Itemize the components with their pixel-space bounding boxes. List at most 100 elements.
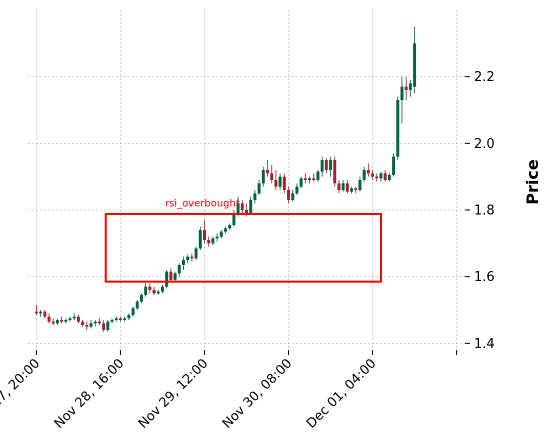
candle-body [144, 286, 148, 295]
candles [34, 26, 417, 332]
candle-body [173, 273, 177, 280]
candle-body [219, 231, 223, 237]
candle [358, 176, 362, 192]
candle-body [366, 170, 370, 174]
candle [257, 180, 261, 195]
candle [39, 310, 43, 317]
candle-body [190, 256, 194, 259]
candle-body [93, 321, 97, 324]
candle-body [102, 323, 106, 330]
candle-body [358, 180, 362, 190]
candle-body [392, 156, 396, 175]
candle-body [127, 315, 131, 319]
candle-body [308, 178, 311, 180]
candle-body [329, 160, 333, 170]
annotations: rsi_overbought [104, 199, 382, 283]
candle [308, 176, 311, 184]
x-tick-label: Nov 29, 12:00 [136, 356, 212, 432]
candle [156, 290, 160, 295]
candle-body [320, 160, 324, 172]
candle-body [400, 86, 404, 100]
candle-body [148, 286, 152, 290]
candle-body [60, 320, 64, 322]
candle-body [266, 170, 269, 174]
candle [362, 166, 366, 182]
candle-body [345, 183, 349, 192]
candle [127, 313, 131, 320]
candle [139, 293, 143, 304]
candle [203, 220, 206, 244]
candle [240, 200, 244, 214]
candle [93, 320, 97, 327]
candle-body [194, 248, 198, 259]
candle [291, 190, 295, 202]
candle [211, 236, 215, 245]
candle-body [257, 183, 261, 194]
candle [47, 313, 51, 324]
y-tick-label: 2.2 [474, 70, 495, 85]
candle-body [232, 213, 236, 225]
x-tick-label: Nov 30, 08:00 [220, 356, 296, 432]
candle [123, 316, 127, 322]
candle [320, 156, 324, 177]
candle-body [240, 203, 244, 210]
candle-body [139, 295, 143, 302]
candle-body [413, 43, 417, 87]
candle [68, 316, 72, 322]
candle [60, 316, 64, 324]
candle [249, 196, 253, 215]
candle-body [43, 311, 47, 317]
candle-body [215, 236, 219, 239]
candle-body [404, 86, 408, 90]
candle [34, 305, 38, 315]
candle [182, 256, 185, 270]
grid-lines [28, 10, 465, 350]
candle [232, 210, 236, 227]
y-tick-label: 2.0 [474, 137, 495, 152]
candle-body [245, 210, 248, 214]
candle [89, 320, 93, 329]
candle-body [337, 183, 341, 190]
candle-body [224, 228, 227, 232]
candle [85, 321, 89, 330]
candle-body [89, 323, 93, 327]
candle [169, 268, 173, 282]
candle [114, 316, 118, 322]
candle [387, 173, 391, 182]
candle [404, 76, 408, 100]
candle-body [182, 260, 185, 265]
candle-body [228, 225, 232, 229]
candle [396, 96, 400, 160]
candle-body [253, 193, 257, 200]
candle-body [55, 320, 59, 324]
candle [110, 318, 114, 324]
candle-body [278, 176, 282, 187]
candle [173, 271, 177, 282]
candle-body [249, 200, 253, 214]
candle-body [156, 291, 160, 294]
candle [282, 173, 286, 194]
candle [354, 186, 358, 194]
candle [135, 300, 139, 310]
candle-body [261, 170, 265, 184]
candle [165, 270, 169, 289]
candle [287, 186, 290, 204]
candle [118, 316, 122, 322]
candle-body [236, 203, 240, 214]
candle-body [350, 188, 354, 192]
candle-body [72, 316, 76, 319]
x-tick-label: Nov 27, 20:00 [0, 356, 43, 432]
candle [413, 26, 417, 94]
annotation-label: rsi_overbought [165, 199, 240, 210]
candle [43, 310, 47, 319]
candle [215, 233, 219, 242]
candle-body [198, 230, 202, 249]
candle [190, 253, 194, 262]
candle-body [270, 173, 274, 180]
candle-body [81, 321, 85, 325]
candle-body [396, 100, 400, 157]
candle [408, 80, 412, 97]
candle-body [39, 311, 43, 314]
candle-body [76, 316, 80, 322]
